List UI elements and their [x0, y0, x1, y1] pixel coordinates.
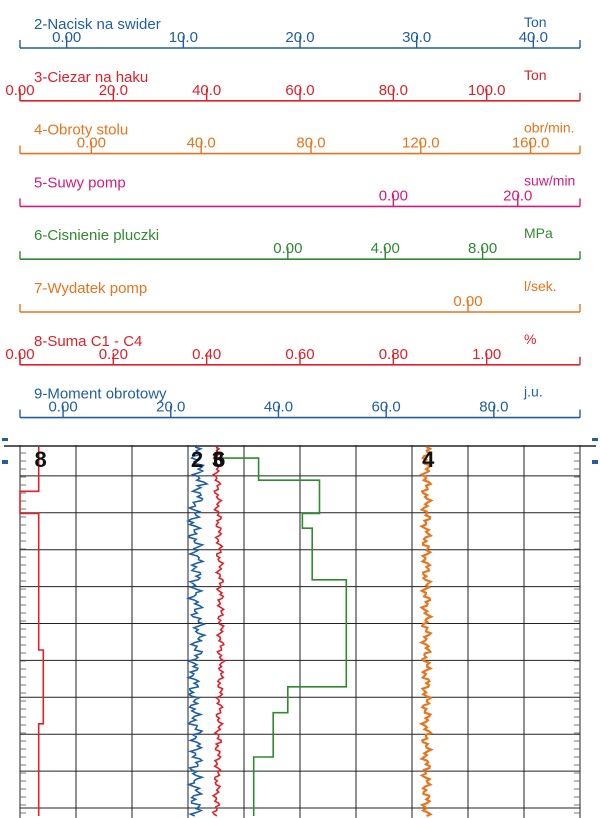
tick-label: 8.00	[468, 240, 497, 257]
curve-label-3: 3	[212, 447, 224, 472]
tick-label: 20.0	[285, 29, 314, 46]
header-marker	[2, 438, 8, 441]
tick-label: 30.0	[402, 29, 431, 46]
track-unit: suw/min	[524, 172, 575, 188]
track-unit: l/sek.	[524, 278, 557, 294]
plot-marker	[2, 460, 8, 464]
tick-label: 4.00	[371, 240, 400, 257]
track-name: 2-Nacisk na swider	[34, 16, 161, 33]
track-name: 8-Suma C1 - C4	[34, 333, 142, 350]
track-unit: j.u.	[523, 384, 543, 400]
track-t4: 4-Obroty stolu obr/min. 0.00 40.0 80.0 120.0 1…	[19, 120, 581, 155]
tick-label: 0.60	[285, 346, 314, 363]
tick-label: 0.00	[52, 29, 81, 46]
tick-label: 120.0	[402, 135, 440, 152]
track-name: 3-Ciezar na haku	[34, 69, 148, 86]
tick-label: 40.0	[264, 399, 293, 416]
tick-label: 80.0	[379, 82, 408, 99]
tick-label: 80.0	[296, 135, 325, 152]
track-t3: 3-Ciezar na haku Ton 0.00 20.0 40.0 60.0 80.0 1…	[5, 67, 581, 102]
tick-label: 40.0	[192, 82, 221, 99]
tick-label: 0.00	[273, 240, 302, 257]
tick-label: 20.0	[156, 399, 185, 416]
curve-label-8: 8	[35, 447, 47, 472]
tick-label: 60.0	[372, 399, 401, 416]
plot-marker	[592, 460, 598, 464]
tick-label: 20.0	[99, 82, 128, 99]
tick-label: 0.00	[77, 135, 106, 152]
tick-label: 0.00	[379, 187, 408, 204]
curve-label-4: 4	[422, 447, 435, 472]
curve-6	[216, 447, 348, 816]
curve-label-6: 6	[213, 447, 225, 472]
tick-label: 160.0	[512, 135, 550, 152]
tick-label: 10.0	[169, 29, 198, 46]
curve-2	[185, 446, 210, 817]
tick-label: 100.0	[468, 82, 506, 99]
track-t9: 9-Moment obrotowy j.u. 0.00 20.0 40.0 60.0 80.…	[19, 384, 581, 419]
track-unit: %	[524, 331, 536, 347]
track-unit: obr/min.	[524, 120, 575, 136]
tick-label: 20.0	[503, 187, 532, 204]
track-t5: 5-Suwy pomp suw/min 0.00 20.0	[19, 172, 581, 208]
tick-label: 60.0	[285, 82, 314, 99]
track-t7: 7-Wydatek pomp l/sek. 0.00	[19, 278, 581, 313]
curve-label-2: 2	[191, 447, 203, 472]
curve-3	[211, 446, 226, 817]
tick-label: 0.00	[453, 293, 482, 310]
tick-label: 0.20	[99, 346, 128, 363]
tick-label: 40.0	[187, 135, 216, 152]
tick-label: 0.00	[48, 399, 77, 416]
curve-8	[19, 447, 45, 816]
track-t8: 8-Suma C1 - C4 % 0.00 0.20 0.40 0.60 0.80 1.00	[5, 331, 581, 366]
track-unit: Ton	[524, 67, 547, 83]
track-name: 5-Suwy pomp	[34, 174, 126, 191]
header-marker	[592, 438, 598, 441]
track-t6: 6-Cisnienie pluczki MPa 0.00 4.00 8.00	[19, 225, 581, 261]
track-name: 7-Wydatek pomp	[34, 280, 147, 297]
log-plot-area: 8 62 3 4	[2, 445, 598, 818]
track-name: 9-Moment obrotowy	[34, 386, 167, 403]
track-name: 6-Cisnienie pluczki	[34, 227, 159, 244]
track-t2: 2-Nacisk na swider Ton 0.00 10.0 20.0 30.0 40.…	[19, 14, 581, 49]
track-name: 4-Obroty stolu	[34, 122, 128, 139]
track-header-panel: 2-Nacisk na swider Ton 0.00 10.0 20.0 30.0 40.…	[2, 14, 598, 441]
tick-label: 0.80	[379, 346, 408, 363]
tick-label: 0.00	[5, 82, 34, 99]
track-unit: Ton	[524, 14, 547, 30]
grid	[4, 445, 596, 818]
tick-label: 40.0	[519, 29, 548, 46]
curve-4	[418, 446, 434, 817]
tick-label: 1.00	[472, 346, 501, 363]
track-unit: MPa	[524, 225, 553, 241]
tick-label: 0.00	[5, 346, 34, 363]
tick-label: 80.0	[479, 399, 508, 416]
tick-label: 0.40	[192, 346, 221, 363]
